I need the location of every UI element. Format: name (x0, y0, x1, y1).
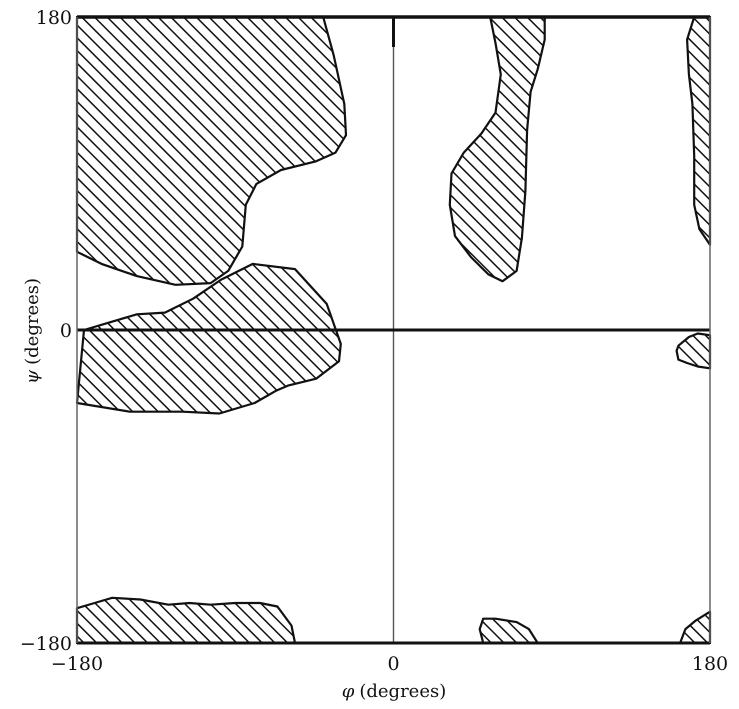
region-bottom-right-corner (679, 610, 712, 645)
x-axis-symbol: φ (342, 681, 355, 702)
allowed-regions (75, 15, 712, 645)
region-upper-right-strip (448, 15, 546, 283)
y-tick-label: −180 (20, 633, 72, 655)
region-left-middle (75, 262, 342, 415)
x-axis-unit: (degrees) (359, 681, 446, 702)
x-tick-label: 0 (387, 653, 399, 675)
x-axis-title: φ (degrees) (342, 681, 447, 702)
y-axis-symbol: ψ (22, 369, 43, 384)
region-right-edge-upper (686, 15, 712, 246)
y-axis-title: ψ (degrees) (22, 278, 43, 384)
y-tick-label: 0 (60, 320, 72, 342)
x-tick-label: −180 (51, 653, 103, 675)
y-axis-unit: (degrees) (22, 278, 43, 365)
x-tick-label: 180 (692, 653, 728, 675)
tick-labels: −180 0 180 180 0 −180 (20, 7, 728, 675)
plot-frame (76, 15, 711, 645)
region-bottom-center (478, 617, 539, 645)
region-bottom-left (75, 596, 297, 645)
region-right-edge-middle (675, 332, 712, 370)
region-upper-left (75, 15, 348, 286)
y-tick-label: 180 (36, 7, 72, 29)
